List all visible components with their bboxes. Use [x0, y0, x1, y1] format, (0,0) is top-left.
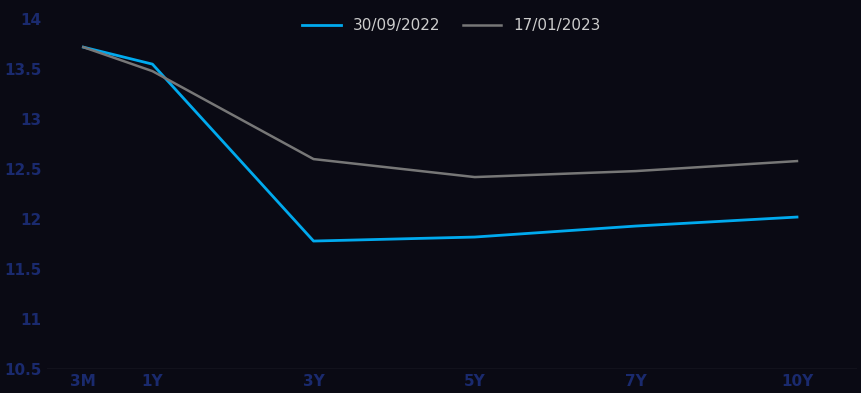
- 17/01/2023: [308, 157, 319, 162]
- Line: 17/01/2023: 17/01/2023: [84, 47, 797, 177]
- 30/09/2022: [78, 45, 89, 50]
- Legend: 30/09/2022, 17/01/2023: 30/09/2022, 17/01/2023: [296, 12, 607, 39]
- 17/01/2023: [630, 169, 641, 173]
- 30/09/2022: [792, 215, 802, 219]
- 30/09/2022: [147, 62, 158, 66]
- 30/09/2022: [469, 235, 480, 239]
- 17/01/2023: [792, 159, 802, 163]
- 30/09/2022: [308, 239, 319, 243]
- Line: 30/09/2022: 30/09/2022: [84, 47, 797, 241]
- 17/01/2023: [147, 69, 158, 73]
- 30/09/2022: [630, 224, 641, 228]
- 17/01/2023: [78, 45, 89, 50]
- 17/01/2023: [469, 175, 480, 180]
